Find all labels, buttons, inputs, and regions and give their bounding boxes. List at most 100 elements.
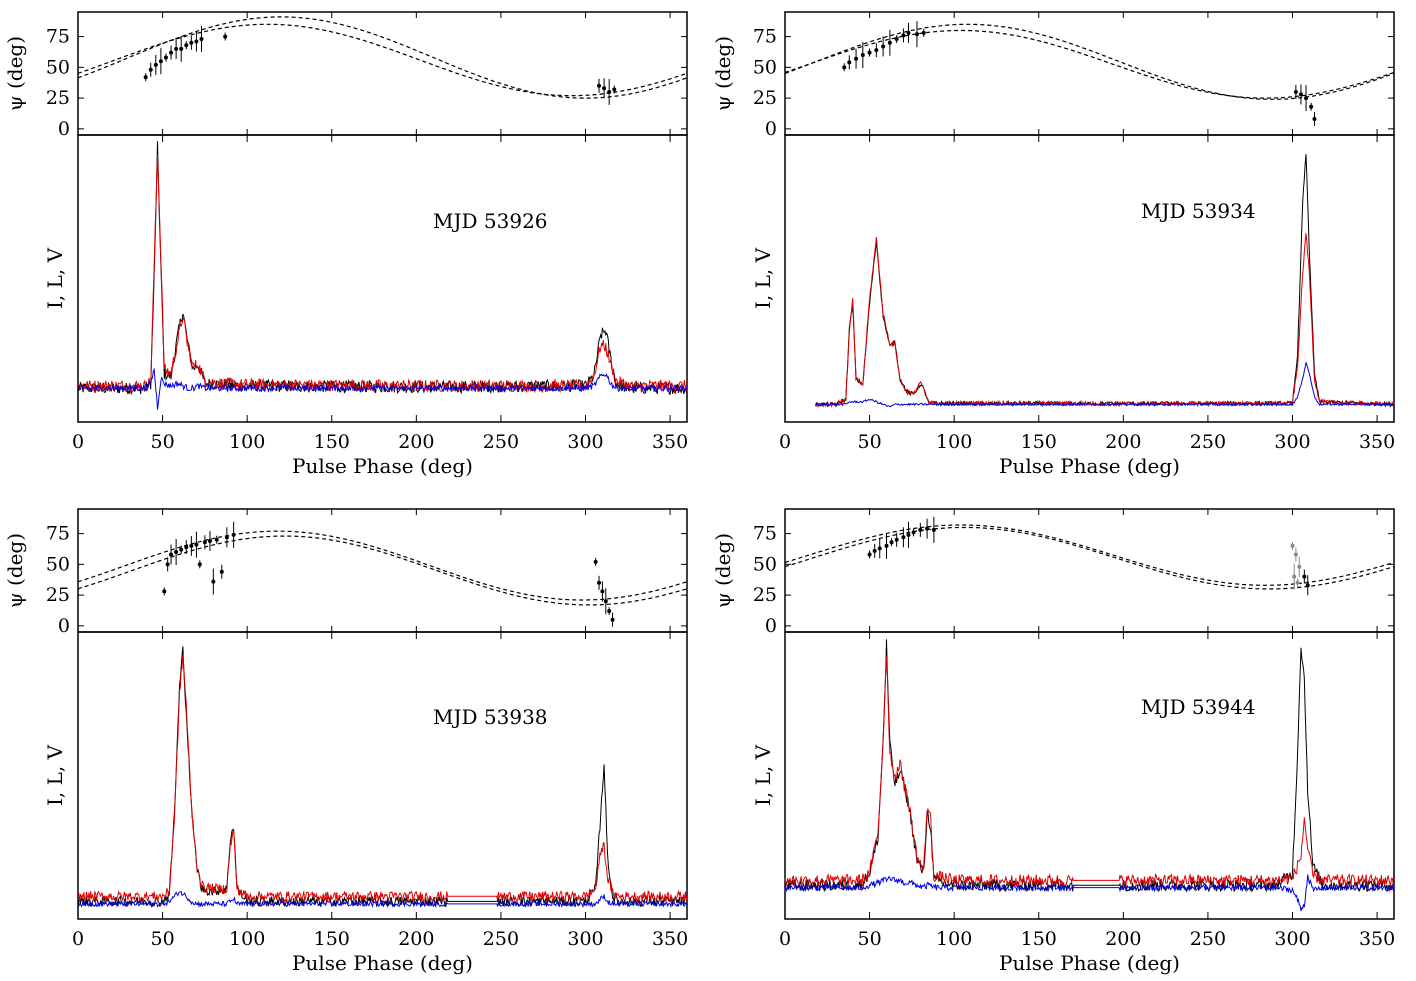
pa-point: [597, 580, 602, 585]
pa-point: [918, 527, 923, 532]
pa-point: [1304, 96, 1309, 101]
profile-panel: 0 50 100 150 200 250 300 350 Pulse Phase (deg) I,…: [43, 134, 688, 478]
pa-point: [184, 545, 189, 550]
pa-point: [911, 530, 916, 535]
profile-xtick-label: 350: [1359, 928, 1395, 950]
pa-ytick-label: 75: [753, 523, 777, 545]
profile-xtick-label: 300: [1274, 431, 1310, 453]
profile-xtick-label: 150: [314, 928, 350, 950]
pa-point: [184, 43, 189, 48]
pa-axes-frame: [77, 11, 688, 136]
profile-xtick-label: 200: [398, 928, 434, 950]
pa-point: [901, 535, 906, 540]
pa-point: [1312, 117, 1317, 122]
pa-point: [1293, 89, 1298, 94]
pa-point: [1293, 552, 1298, 557]
profile-axes-frame: [77, 134, 688, 423]
pa-point: [593, 559, 598, 564]
pa-point: [597, 83, 602, 88]
pa-point: [153, 62, 158, 67]
profile-xtick-label: 250: [1190, 928, 1226, 950]
pa-ytick-label: 50: [46, 553, 70, 575]
pa-point: [1297, 564, 1302, 569]
pa-panel: 0 25 50 75 ψ (deg): [3, 508, 688, 637]
pa-point: [607, 609, 612, 614]
profile-series-L: [77, 654, 688, 903]
profile-xtick-label: 200: [398, 431, 434, 453]
profile-xlabel: Pulse Phase (deg): [292, 454, 473, 478]
pa-ylabel: ψ (deg): [3, 533, 27, 608]
pa-point: [1292, 574, 1297, 579]
pa-axes-frame: [77, 508, 688, 633]
profile-xlabel: Pulse Phase (deg): [999, 454, 1180, 478]
pa-ylabel: ψ (deg): [711, 36, 735, 111]
profile-xtick-label: 250: [483, 928, 519, 950]
profile-xtick-label: 150: [1021, 431, 1057, 453]
profile-xtick-label: 200: [1105, 431, 1141, 453]
pa-point: [165, 562, 170, 567]
rvm-model-curve-2: [784, 29, 1395, 99]
pa-ytick-label: 0: [765, 118, 777, 140]
pa-ylabel: ψ (deg): [3, 36, 27, 111]
panel-2: 0 25 50 75 ψ (deg) 0 50 100 150 200 250 300 350 Pulse…: [711, 11, 1395, 478]
pa-ytick-label: 75: [46, 26, 70, 48]
pa-point: [925, 526, 930, 531]
profile-xtick-label: 250: [483, 431, 519, 453]
mjd-annotation: MJD 53944: [1141, 695, 1256, 719]
profile-xlabel: Pulse Phase (deg): [292, 951, 473, 975]
pa-ylabel: ψ (deg): [711, 533, 735, 608]
pa-ytick-label: 75: [753, 26, 777, 48]
profile-series-I: [815, 154, 1395, 408]
pa-point: [894, 537, 899, 542]
pa-point: [169, 50, 174, 55]
pa-ytick-label: 25: [753, 87, 777, 109]
pa-point: [189, 40, 194, 45]
pa-point: [231, 532, 236, 537]
rvm-model-curve-1: [77, 530, 688, 601]
pa-ytick-label: 0: [58, 118, 70, 140]
pa-point: [1305, 583, 1310, 588]
pa-point: [881, 44, 886, 49]
pa-axes-frame: [784, 508, 1395, 633]
profile-xtick-label: 100: [229, 928, 265, 950]
profile-series-I: [77, 646, 688, 908]
pa-point: [1298, 92, 1303, 97]
pa-point: [197, 562, 202, 567]
profile-xtick-label: 100: [229, 431, 265, 453]
pa-point: [194, 39, 199, 44]
pa-ytick-label: 75: [46, 523, 70, 545]
pa-point: [931, 527, 936, 532]
pa-point: [174, 46, 179, 51]
profile-xtick-label: 0: [779, 928, 791, 950]
profile-panel: 0 50 100 150 200 250 300 350 Pulse Phase (deg) I,…: [751, 134, 1395, 478]
profile-axes-frame: [784, 134, 1395, 423]
profile-xtick-label: 350: [652, 431, 688, 453]
pa-point: [148, 67, 153, 72]
pa-point: [219, 569, 224, 574]
panel-1: 0 25 50 75 ψ (deg) 0 50 100 150 200 250 300 350 Pulse…: [3, 11, 688, 478]
profile-ylabel: I, L, V: [43, 744, 67, 806]
profile-xtick-label: 300: [567, 928, 603, 950]
pa-point: [906, 30, 911, 35]
pa-ytick-label: 50: [46, 56, 70, 78]
pa-point: [207, 538, 212, 543]
pa-point: [610, 617, 615, 622]
profile-xtick-label: 0: [779, 431, 791, 453]
profile-axes-frame: [77, 631, 688, 920]
rvm-model-curve-1: [77, 16, 688, 99]
pa-point: [887, 40, 892, 45]
panel-4: 0 25 50 75 ψ (deg) 0 50 100 150 200 250 300 350 Pulse…: [711, 508, 1395, 975]
profile-xtick-label: 0: [72, 928, 84, 950]
pa-point: [603, 599, 608, 604]
pa-axes-frame: [784, 11, 1395, 136]
pa-point: [874, 48, 879, 53]
pa-point: [860, 53, 865, 58]
pa-panel: 0 25 50 75 ψ (deg): [3, 11, 688, 140]
pa-ytick-label: 50: [753, 553, 777, 575]
rvm-model-curve-2: [784, 526, 1395, 590]
profile-xtick-label: 50: [857, 431, 881, 453]
pa-point: [163, 55, 168, 60]
profile-ylabel: I, L, V: [751, 247, 775, 309]
profile-axes-frame: [784, 631, 1395, 920]
